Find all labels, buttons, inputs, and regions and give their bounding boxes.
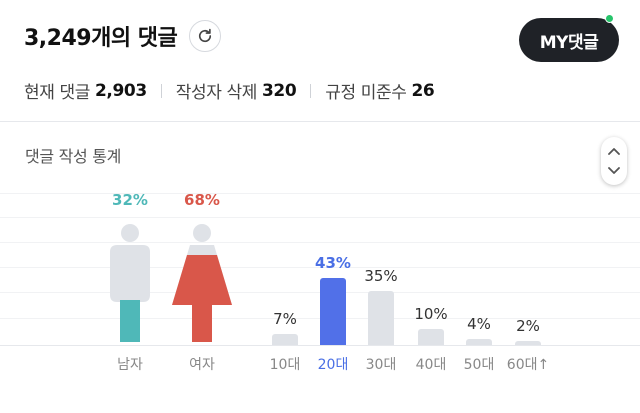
- age-axis-label: 60대↑: [506, 357, 550, 373]
- stat-violation-label: 규정 미준수: [325, 83, 407, 103]
- comments-header: 3,249개의 댓글 MY댓글 현재 댓글 2,903 작성자 삭제 320 규…: [0, 0, 640, 122]
- grid-line: [0, 193, 640, 194]
- age-axis-label: 50대: [463, 357, 495, 373]
- grid-line: [0, 242, 640, 243]
- male-fill-bar: [120, 300, 140, 342]
- stat-current-label: 현재 댓글: [24, 83, 90, 103]
- refresh-icon: [199, 28, 212, 43]
- refresh-button[interactable]: [189, 20, 222, 52]
- new-notification-dot: [605, 14, 614, 23]
- age-axis-label: 20대: [317, 357, 349, 373]
- age-percent-label: 7%: [273, 310, 297, 329]
- gender-axis-label: 여자: [189, 357, 215, 373]
- female-figure: [172, 224, 232, 342]
- grid-line: [0, 217, 640, 218]
- chart-baseline: [0, 345, 640, 346]
- comment-count-title: 3,249개의 댓글: [24, 26, 178, 51]
- age-percent-label: 4%: [467, 314, 491, 333]
- gender-percent-label: 32%: [112, 191, 148, 209]
- gender-axis-label: 남자: [117, 357, 143, 373]
- chevron-up-icon[interactable]: [608, 147, 620, 155]
- age-axis-label: 40대: [415, 357, 447, 373]
- gender-percent-label: 68%: [184, 191, 220, 209]
- age-axis-label: 10대: [269, 357, 301, 373]
- stats-panel: [0, 123, 640, 413]
- stat-violation-value: 26: [411, 80, 435, 101]
- comment-stats: 현재 댓글 2,903 작성자 삭제 320 규정 미준수 26: [24, 78, 435, 104]
- title-row: 3,249개의 댓글: [24, 20, 222, 52]
- age-bar: [515, 341, 541, 345]
- age-bar: [320, 278, 346, 345]
- age-percent-label: 10%: [414, 305, 448, 324]
- stat-divider: [160, 83, 162, 98]
- age-bar: [466, 338, 492, 345]
- chart-scroller[interactable]: [601, 137, 627, 185]
- age-percent-label: 43%: [315, 254, 351, 273]
- age-bar: [368, 290, 394, 345]
- grid-line: [0, 267, 640, 268]
- age-bar: [272, 334, 298, 345]
- stat-deleted-label: 작성자 삭제: [175, 83, 258, 103]
- male-figure: [110, 224, 150, 342]
- stat-current-value: 2,903: [94, 80, 147, 101]
- stat-divider: [310, 83, 312, 98]
- stat-deleted-value: 320: [261, 80, 297, 101]
- age-percent-label: 2%: [516, 317, 540, 335]
- age-percent-label: 35%: [364, 266, 398, 285]
- chevron-down-icon[interactable]: [608, 167, 620, 175]
- age-bar: [418, 329, 444, 345]
- my-comments-button[interactable]: MY댓글: [519, 18, 619, 62]
- stats-panel-title: 댓글 작성 통계: [25, 147, 122, 166]
- age-axis-label: 30대: [365, 357, 397, 373]
